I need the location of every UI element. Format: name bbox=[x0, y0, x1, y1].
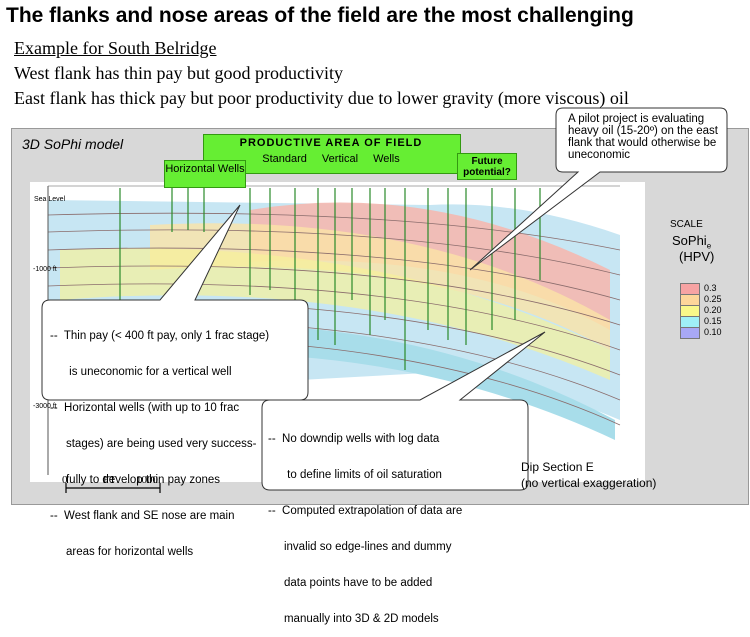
east-flank-text: East flank has thick pay but poor produc… bbox=[14, 88, 629, 108]
scale-1000-label: 1000 bbox=[136, 474, 158, 486]
downdip-callout-text: -- No downdip wells with log data to def… bbox=[268, 433, 463, 625]
downdip-callout bbox=[261, 331, 546, 491]
swatch-010 bbox=[680, 327, 700, 339]
west-flank-text: West flank has thin pay but good product… bbox=[14, 63, 344, 83]
swatch-020-label: 0.20 bbox=[704, 305, 722, 315]
scale-ft-label: FT bbox=[103, 474, 116, 486]
future-potential-label: Future potential? bbox=[457, 153, 517, 180]
swatch-025-label: 0.25 bbox=[704, 294, 722, 304]
swatch-015-label: 0.15 bbox=[704, 316, 722, 326]
scale-zero-label: 0 bbox=[62, 474, 68, 486]
scale-name: SoPhie bbox=[672, 233, 712, 251]
swatch-03-label: 0.3 bbox=[704, 283, 717, 293]
scale-title: SCALE bbox=[670, 219, 703, 230]
dip-section-label: Dip Section E bbox=[521, 460, 594, 474]
depth-3000-label: -3000 ft bbox=[33, 403, 57, 410]
slide-title: The flanks and nose areas of the field a… bbox=[6, 4, 634, 27]
thin-pay-callout-text: -- Thin pay (< 400 ft pay, only 1 frac s… bbox=[50, 330, 270, 558]
well-logs bbox=[119, 188, 541, 370]
productive-area-title: PRODUCTIVE AREA OF FIELD bbox=[239, 137, 423, 149]
panel-title: 3D SoPhi model bbox=[22, 136, 124, 152]
no-vertical-exaggeration-label: (no vertical exaggeration) bbox=[521, 476, 657, 490]
scale-unit: (HPV) bbox=[679, 249, 715, 264]
sea-level-label: Sea Level bbox=[34, 196, 66, 203]
swatch-010-label: 0.10 bbox=[704, 327, 722, 337]
productive-area-box bbox=[203, 134, 461, 174]
productive-area-subtitle: Standard Vertical Wells bbox=[262, 153, 400, 165]
pilot-callout-text: A pilot project is evaluating heavy oil … bbox=[568, 113, 718, 161]
horizontal-wells-label: Horizontal Wells bbox=[164, 160, 246, 188]
callout-shapes bbox=[41, 107, 728, 491]
pilot-callout bbox=[469, 107, 728, 271]
example-heading: Example for South Belridge bbox=[14, 38, 217, 58]
thin-pay-callout bbox=[41, 204, 309, 401]
depth-1000-label: -1000 ft bbox=[33, 266, 57, 273]
